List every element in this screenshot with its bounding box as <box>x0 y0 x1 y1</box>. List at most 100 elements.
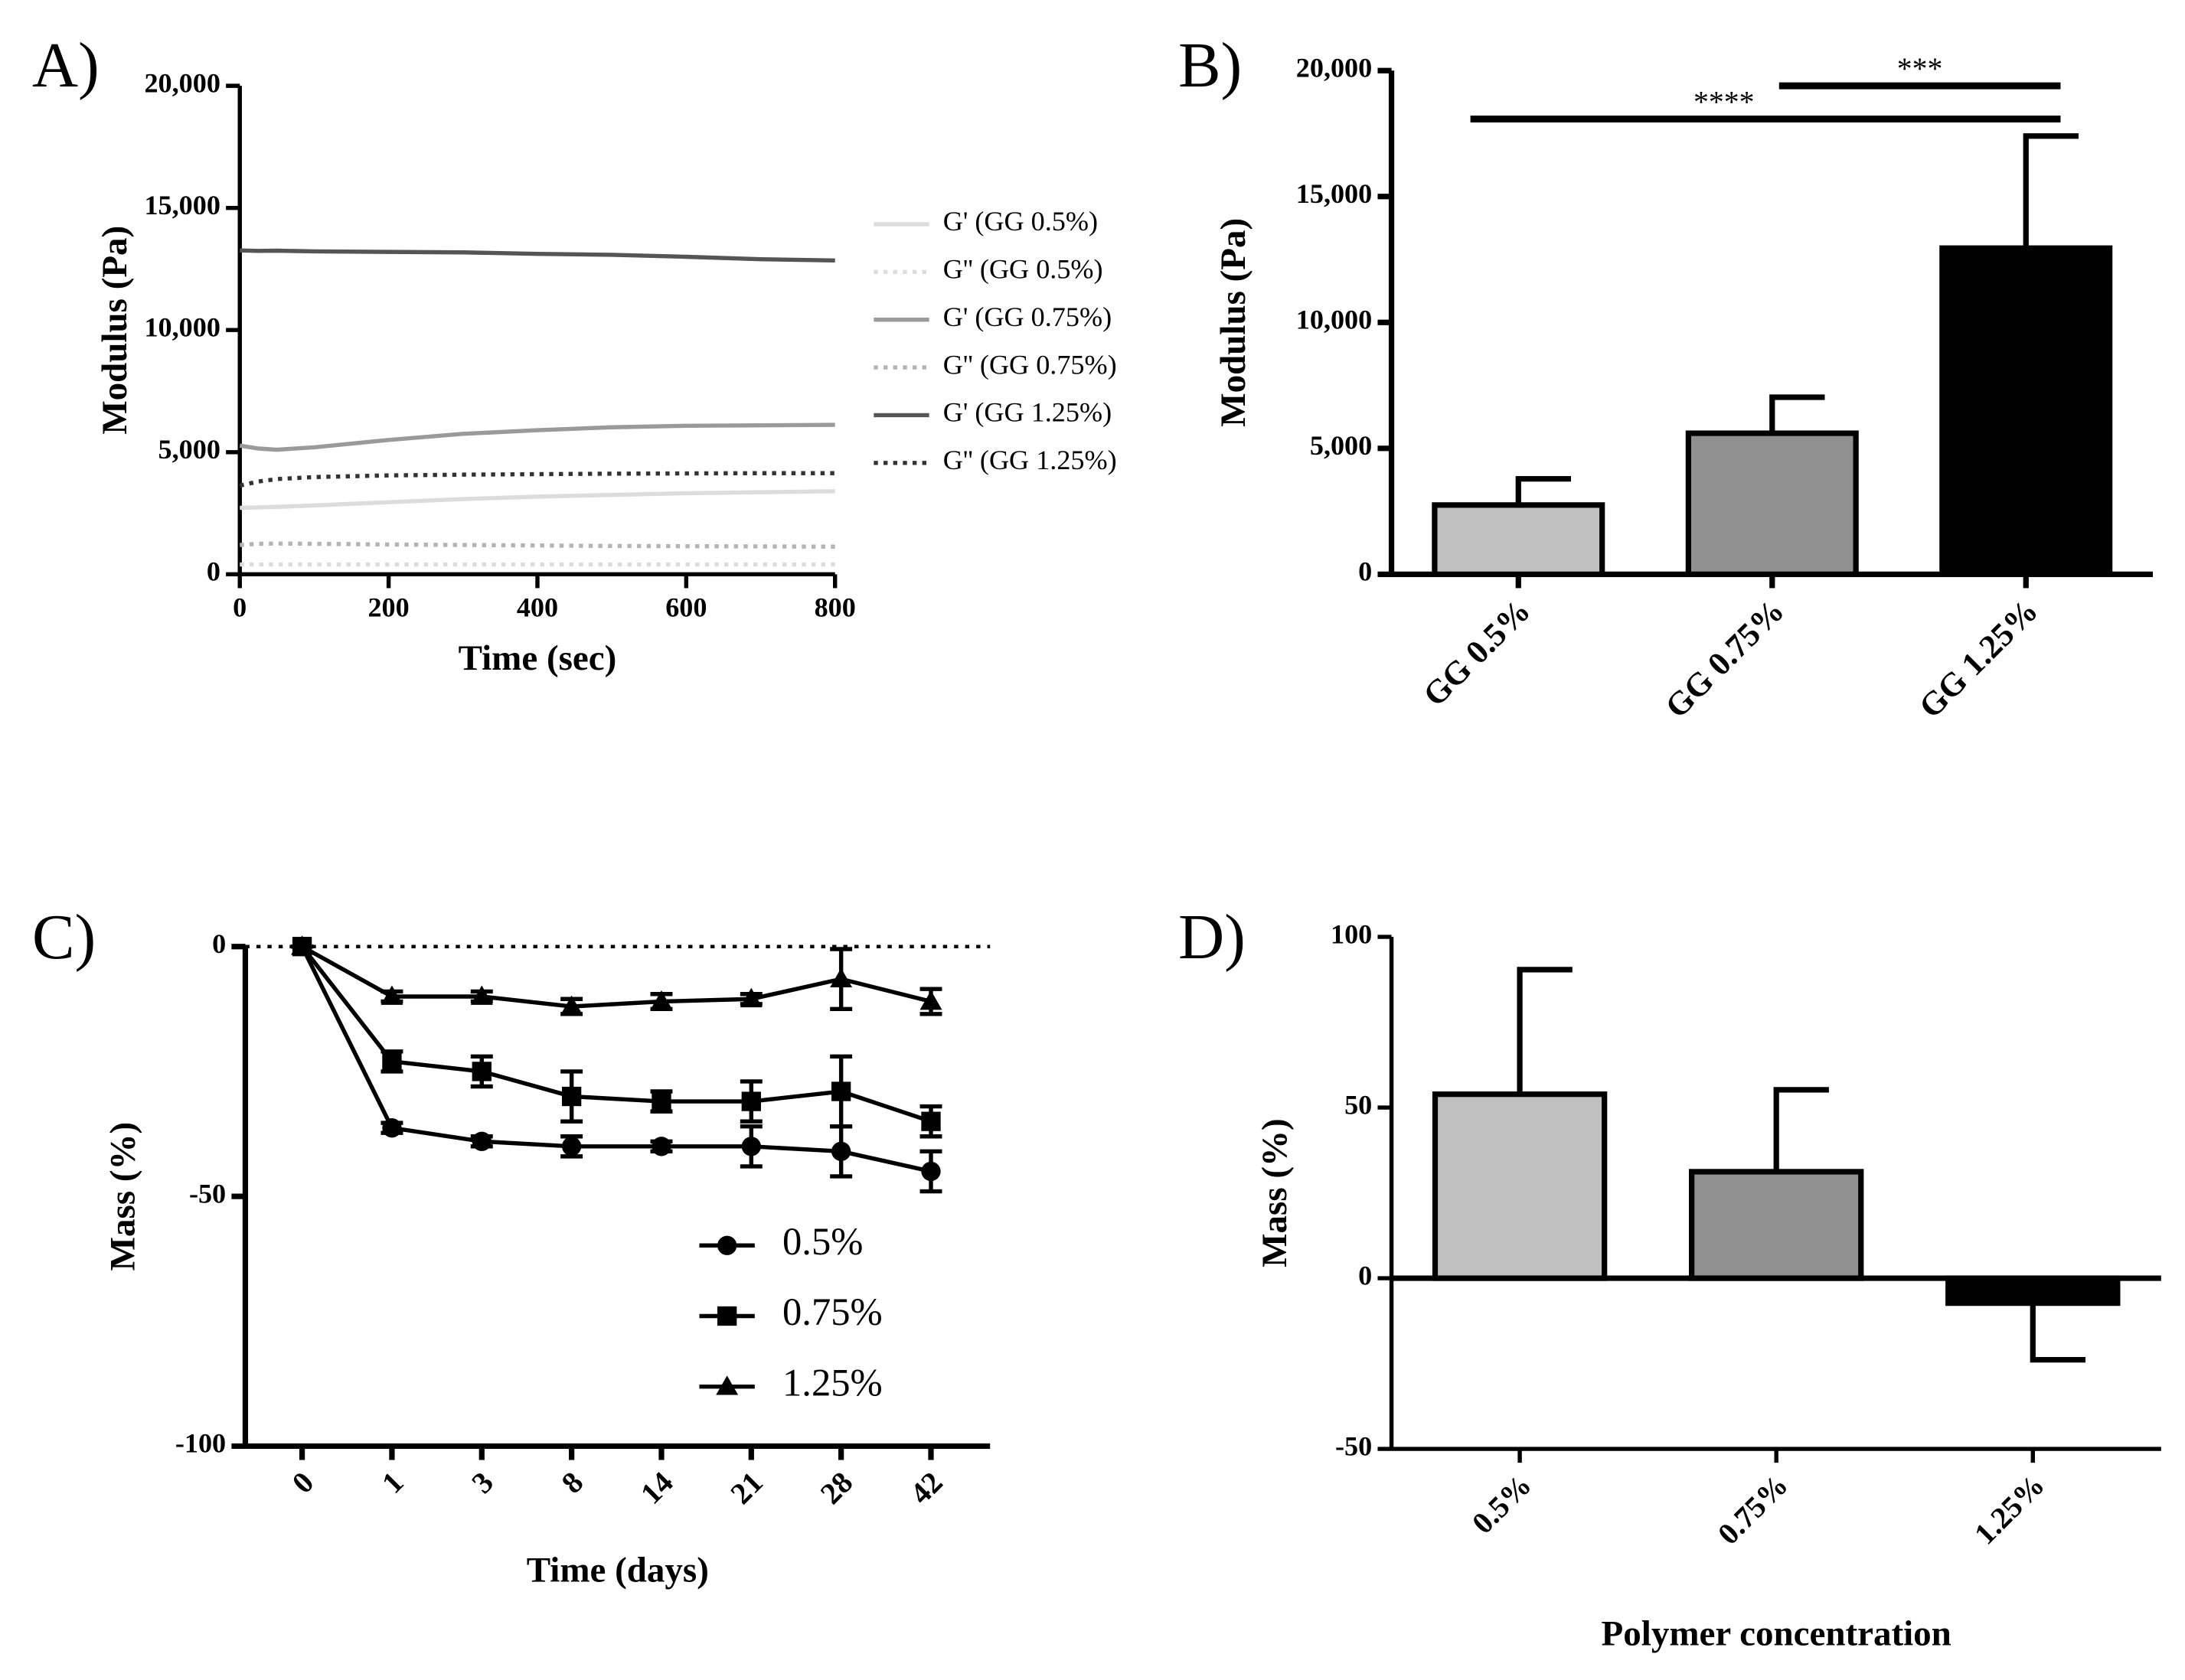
legend-label: G' (GG 0.5%) <box>943 206 1098 237</box>
x-tick-label: 600 <box>665 592 707 623</box>
y-tick-label: 10,000 <box>1296 305 1372 335</box>
marker <box>717 1235 737 1255</box>
x-tick-label: 0 <box>286 1466 320 1500</box>
bar <box>1945 1275 2121 1306</box>
marker <box>741 1137 761 1156</box>
series-line <box>240 541 835 550</box>
error-bar <box>1773 1087 1829 1172</box>
legend-label: G' (GG 0.75%) <box>943 302 1112 332</box>
bar <box>1939 245 2113 577</box>
series-line <box>239 422 835 452</box>
x-tick-label: 21 <box>724 1466 769 1511</box>
x-tick-label: 1.25% <box>1968 1468 2051 1551</box>
marker <box>472 1062 492 1081</box>
legend-label: G'' (GG 0.75%) <box>943 349 1117 380</box>
marker <box>470 985 493 1005</box>
x-tick-label: 14 <box>634 1465 679 1510</box>
error-bar <box>1769 394 1825 434</box>
marker <box>652 1091 671 1111</box>
x-tick-label: 8 <box>555 1466 590 1500</box>
marker <box>716 1375 739 1395</box>
bar <box>1685 430 1859 577</box>
marker <box>560 995 583 1015</box>
y-tick-label: 15,000 <box>144 190 220 220</box>
y-tick-label: 10,000 <box>144 312 220 343</box>
y-tick-label: -50 <box>189 1178 226 1209</box>
marker <box>830 967 853 987</box>
y-tick-label: 0 <box>1358 556 1372 587</box>
marker <box>382 1118 402 1138</box>
marker <box>831 1141 851 1161</box>
error-bar <box>2030 1303 2085 1363</box>
y-tick-label: 0 <box>1358 1260 1372 1290</box>
marker <box>740 987 763 1008</box>
y-axis-title: Modulus (Pa) <box>95 226 135 435</box>
x-tick-label: 3 <box>465 1466 500 1500</box>
marker <box>380 985 403 1005</box>
marker <box>472 1131 492 1151</box>
x-tick-label: 0.75% <box>1711 1468 1794 1551</box>
y-axis-title: Modulus (Pa) <box>1213 218 1253 427</box>
legend-label: 0.75% <box>782 1290 883 1333</box>
y-axis-title: Mass (%) <box>103 1122 143 1271</box>
x-tick-label: 28 <box>814 1466 859 1511</box>
legend-label: 0.5% <box>782 1220 863 1263</box>
marker <box>921 1111 941 1131</box>
y-tick-label: -100 <box>175 1428 226 1459</box>
bar <box>1432 1091 1608 1281</box>
panel-label: A) <box>32 30 100 100</box>
marker <box>650 990 673 1010</box>
marker <box>652 1137 671 1156</box>
x-axis-title: Time (days) <box>527 1551 709 1590</box>
panel-label: B) <box>1178 30 1242 100</box>
marker <box>561 1086 582 1107</box>
x-tick-label: 1 <box>375 1466 410 1500</box>
y-tick-label: 20,000 <box>1296 53 1372 83</box>
significance-label: *** <box>1897 52 1943 86</box>
y-tick-label: 50 <box>1344 1089 1372 1120</box>
significance-label: **** <box>1693 86 1755 119</box>
error-bar <box>1517 967 1573 1094</box>
marker <box>919 990 942 1010</box>
x-tick-label: 400 <box>517 592 558 623</box>
x-tick-label: 200 <box>367 592 409 623</box>
x-tick-label: 0.5% <box>1465 1468 1537 1540</box>
y-tick-label: 20,000 <box>144 67 220 98</box>
series-line <box>300 945 932 1174</box>
series-line <box>300 945 932 1124</box>
y-tick-label: 5,000 <box>1310 430 1372 461</box>
y-tick-label: 15,000 <box>1296 178 1372 209</box>
series-line <box>240 248 835 263</box>
error-bar <box>2023 133 2079 249</box>
series-line <box>240 489 835 511</box>
y-tick-label: 100 <box>1331 918 1372 949</box>
marker <box>561 1137 582 1156</box>
bar <box>1432 502 1605 577</box>
x-tick-label: 0 <box>233 592 247 623</box>
marker <box>717 1306 737 1326</box>
y-tick-label: -50 <box>1335 1430 1372 1461</box>
panel-label: C) <box>32 902 96 972</box>
panel-label: D) <box>1178 902 1246 972</box>
y-tick-label: 5,000 <box>158 434 220 465</box>
x-axis-title: Polymer concentration <box>1602 1614 1951 1654</box>
y-tick-label: 0 <box>207 556 220 587</box>
y-tick-label: 0 <box>212 928 226 959</box>
x-tick-label: 42 <box>903 1466 949 1511</box>
series-line <box>301 944 932 1009</box>
marker <box>382 1052 402 1072</box>
legend-label: G'' (GG 1.25%) <box>943 445 1117 475</box>
marker <box>741 1091 761 1111</box>
marker <box>291 935 314 955</box>
series-line <box>239 471 835 488</box>
x-axis-title: Time (sec) <box>459 638 617 678</box>
x-tick-label: 800 <box>815 592 856 623</box>
y-axis-title: Mass (%) <box>1255 1118 1295 1267</box>
marker <box>831 1081 851 1101</box>
marker <box>921 1161 941 1182</box>
legend-label: 1.25% <box>782 1361 883 1404</box>
x-tick-label: GG 0.5% <box>1416 592 1537 713</box>
x-tick-label: GG 0.75% <box>1658 592 1791 726</box>
x-tick-label: GG 1.25% <box>1912 592 2046 726</box>
